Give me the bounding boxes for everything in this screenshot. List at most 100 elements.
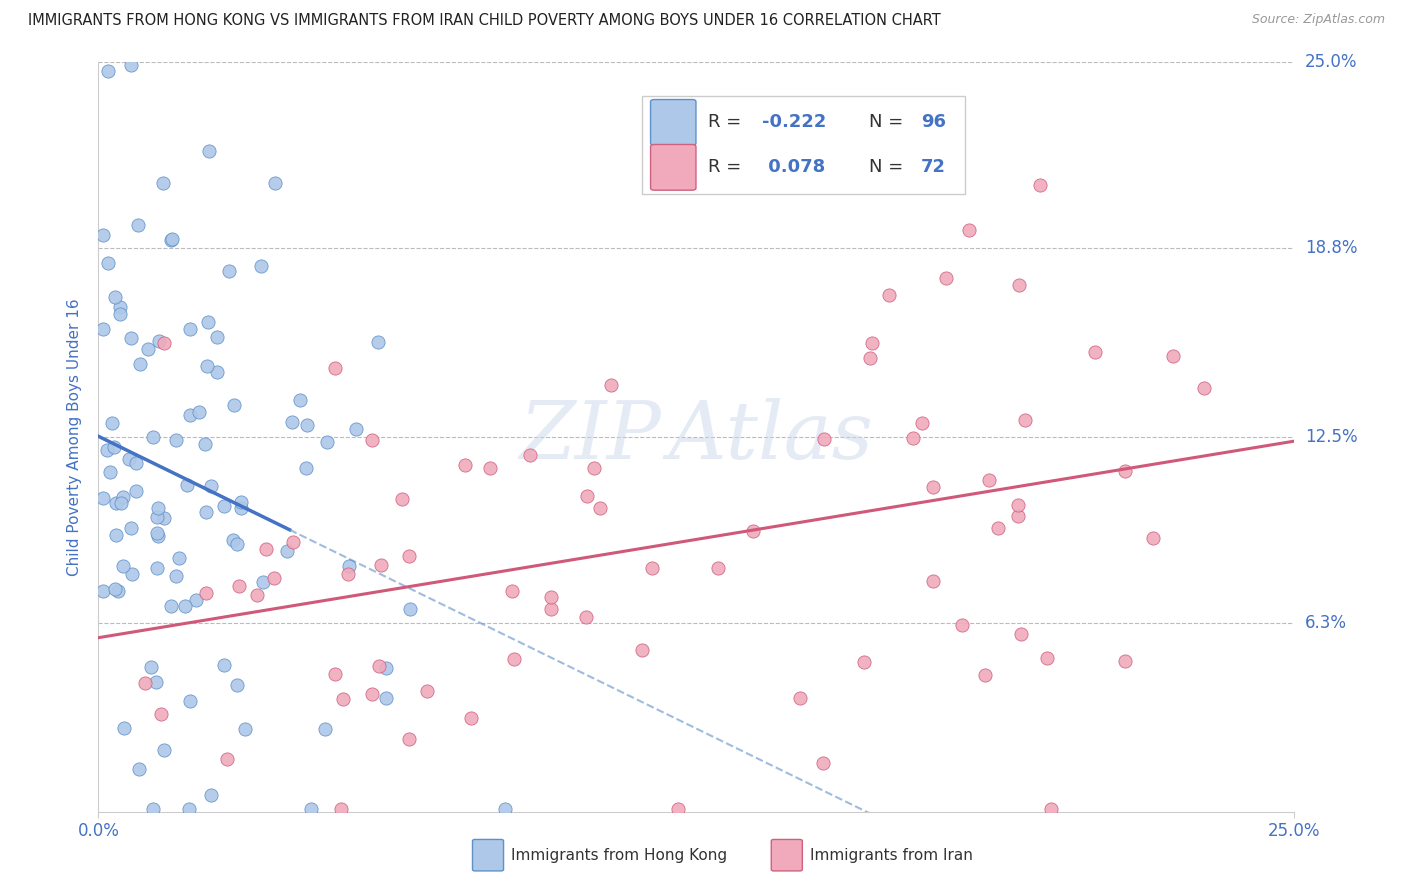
Point <box>197 315 219 329</box>
Point <box>142 430 165 444</box>
Point <box>120 521 142 535</box>
Point <box>146 525 169 540</box>
Point <box>91 322 114 336</box>
Point <box>599 378 621 392</box>
Point <box>478 460 501 475</box>
Text: -0.222: -0.222 <box>762 113 827 131</box>
Text: ZIP Atlas: ZIP Atlas <box>519 399 873 475</box>
Point <box>103 582 125 597</box>
Point <box>460 711 482 725</box>
Point <box>367 335 389 350</box>
Point <box>101 417 124 431</box>
Point <box>214 500 236 514</box>
Point <box>360 687 382 701</box>
Point <box>957 222 980 236</box>
Point <box>145 561 167 575</box>
Point <box>398 731 420 746</box>
Point <box>194 436 217 450</box>
Point <box>454 458 477 472</box>
Point <box>398 549 420 564</box>
Point <box>205 330 228 344</box>
Point <box>252 574 274 589</box>
Point <box>813 432 835 446</box>
Point <box>391 491 413 506</box>
Point <box>575 609 598 624</box>
Point <box>231 495 253 509</box>
Point <box>1084 345 1107 359</box>
Text: 96: 96 <box>921 113 946 131</box>
Point <box>112 490 135 504</box>
Point <box>159 599 181 613</box>
Point <box>198 144 221 158</box>
Point <box>344 422 367 436</box>
Point <box>1142 531 1164 545</box>
Point <box>225 678 247 692</box>
Point <box>91 584 114 599</box>
Point <box>222 533 245 547</box>
Text: Immigrants from Hong Kong: Immigrants from Hong Kong <box>510 847 727 863</box>
Point <box>935 271 957 285</box>
Point <box>263 570 285 584</box>
Point <box>921 481 943 495</box>
Point <box>254 541 277 556</box>
Point <box>184 592 207 607</box>
Point <box>152 511 174 525</box>
Text: 6.3%: 6.3% <box>1305 614 1347 632</box>
Point <box>166 568 188 582</box>
Point <box>589 500 612 515</box>
Point <box>977 473 1000 487</box>
Point <box>575 489 598 503</box>
Point <box>501 584 523 599</box>
Point <box>901 431 924 445</box>
Point <box>374 661 396 675</box>
Point <box>323 666 346 681</box>
Y-axis label: Child Poverty Among Boys Under 16: Child Poverty Among Boys Under 16 <box>67 298 83 576</box>
Point <box>215 751 238 765</box>
Point <box>120 331 142 345</box>
Point <box>145 674 167 689</box>
Point <box>91 228 114 243</box>
Point <box>283 535 305 549</box>
Point <box>288 392 311 407</box>
Point <box>330 802 353 816</box>
Point <box>195 504 218 518</box>
Text: 25.0%: 25.0% <box>1305 54 1357 71</box>
Text: R =: R = <box>709 113 747 131</box>
Point <box>187 404 209 418</box>
Point <box>811 756 834 771</box>
FancyBboxPatch shape <box>651 100 696 145</box>
Point <box>120 58 142 72</box>
Point <box>121 566 143 581</box>
Point <box>299 802 322 816</box>
Point <box>152 176 174 190</box>
Text: N =: N = <box>869 113 910 131</box>
Point <box>118 452 141 467</box>
Point <box>921 574 943 589</box>
Point <box>315 434 337 449</box>
Point <box>97 63 120 78</box>
Point <box>1036 651 1059 665</box>
Point <box>250 259 273 273</box>
Point <box>295 461 318 475</box>
Point <box>668 802 690 816</box>
Point <box>1029 178 1052 192</box>
Point <box>194 586 217 600</box>
Point <box>141 659 163 673</box>
Point <box>160 231 183 245</box>
Point <box>159 233 181 247</box>
Point <box>789 691 811 706</box>
Point <box>108 300 131 314</box>
Point <box>112 721 135 735</box>
Point <box>226 537 249 551</box>
Text: N =: N = <box>869 159 910 177</box>
Point <box>974 667 997 681</box>
Point <box>149 706 172 721</box>
Point <box>246 588 269 602</box>
Point <box>370 558 392 572</box>
Point <box>582 460 605 475</box>
Point <box>103 440 125 454</box>
Point <box>1010 627 1032 641</box>
Point <box>98 465 121 479</box>
Text: Immigrants from Iran: Immigrants from Iran <box>810 847 973 863</box>
Text: 0.078: 0.078 <box>762 159 825 177</box>
